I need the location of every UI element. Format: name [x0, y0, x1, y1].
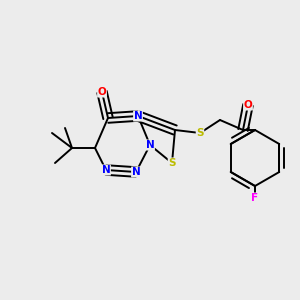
- Text: O: O: [244, 100, 252, 110]
- Text: F: F: [251, 193, 259, 203]
- Text: S: S: [168, 158, 176, 168]
- Text: N: N: [146, 140, 154, 150]
- Text: O: O: [98, 87, 106, 97]
- Text: N: N: [102, 165, 110, 175]
- Text: N: N: [134, 111, 142, 121]
- Text: S: S: [196, 128, 204, 138]
- Text: N: N: [132, 167, 140, 177]
